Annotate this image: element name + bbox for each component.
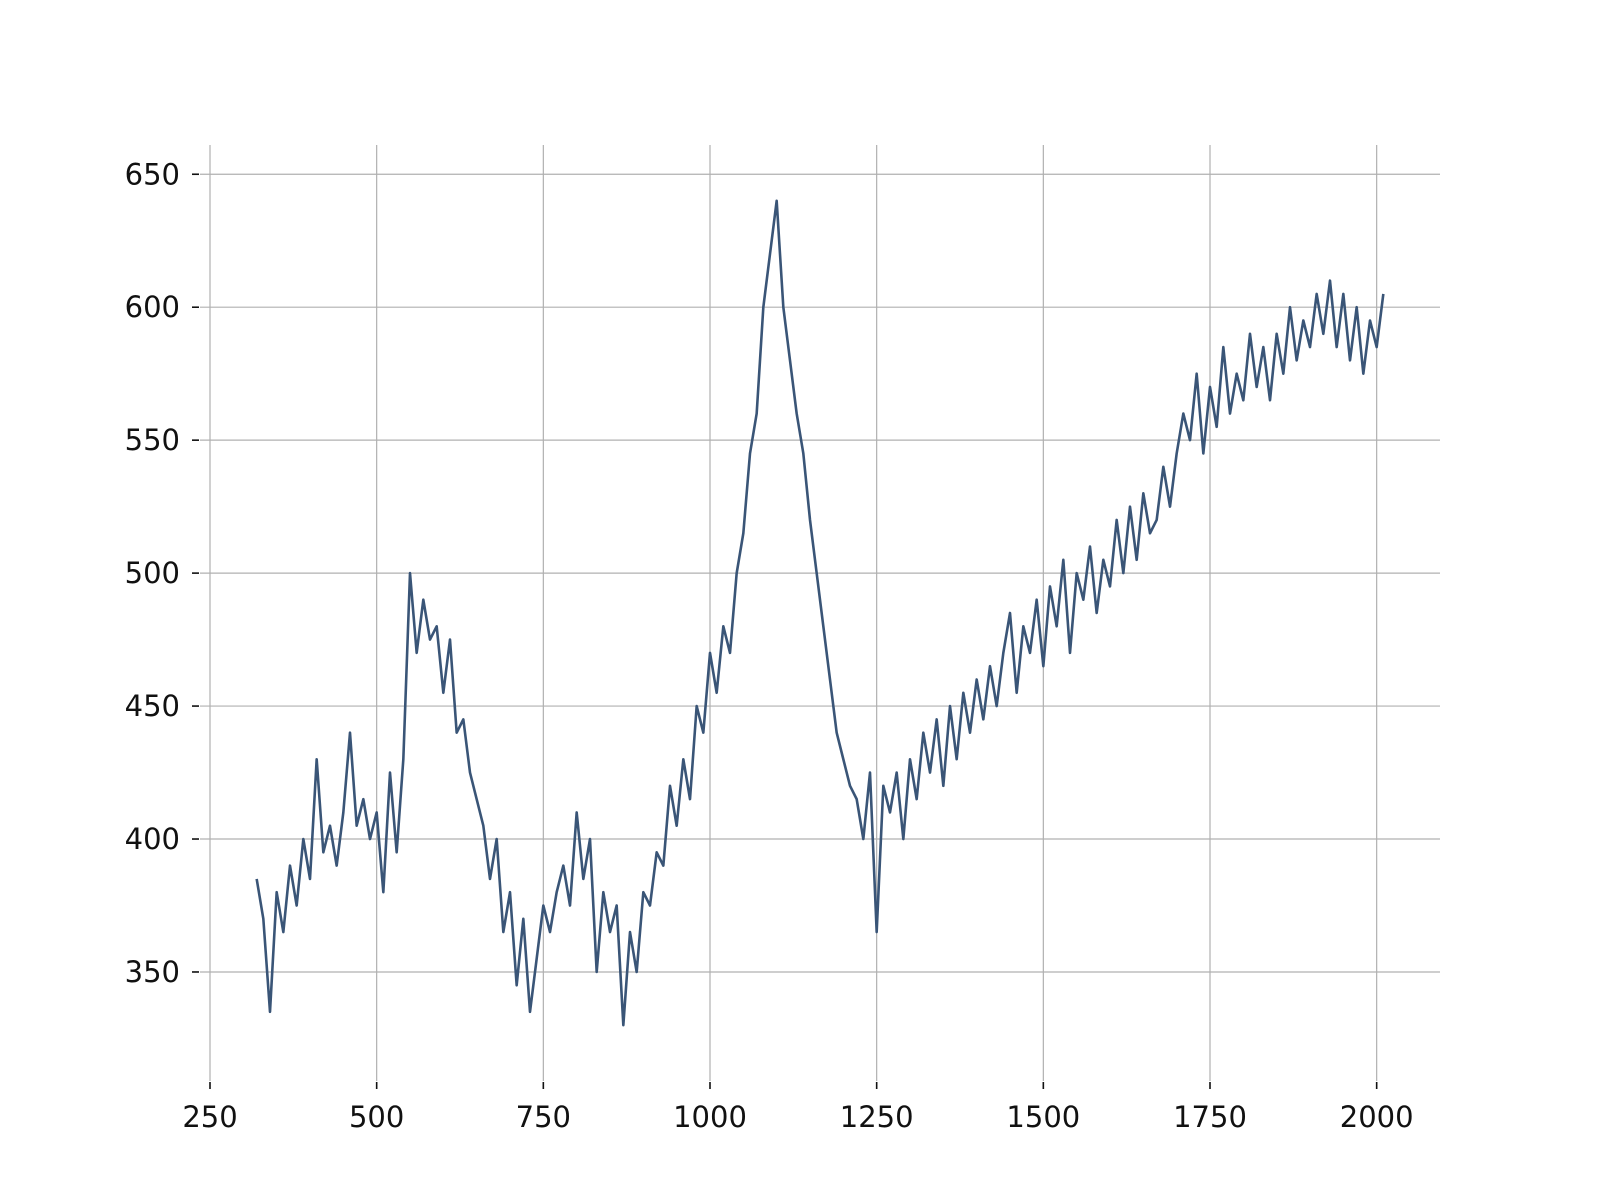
y-tick-label: 650 xyxy=(125,157,180,191)
y-tick-label: 600 xyxy=(125,290,180,324)
y-tick-label: 400 xyxy=(125,822,180,856)
x-tick-label: 1000 xyxy=(673,1100,747,1134)
y-tick-label: 450 xyxy=(125,689,180,723)
y-tick-label: 350 xyxy=(125,955,180,989)
y-tick-label: 500 xyxy=(125,556,180,590)
x-tick-label: 250 xyxy=(182,1100,237,1134)
x-tick-label: 500 xyxy=(349,1100,404,1134)
line-series xyxy=(255,199,1385,1027)
x-tick-label: 1750 xyxy=(1173,1100,1247,1134)
x-tick-label: 750 xyxy=(516,1100,571,1134)
x-tick-label: 1250 xyxy=(840,1100,914,1134)
y-tick-label: 550 xyxy=(125,423,180,457)
x-tick-label: 1500 xyxy=(1006,1100,1080,1134)
x-tick-label: 2000 xyxy=(1340,1100,1414,1134)
